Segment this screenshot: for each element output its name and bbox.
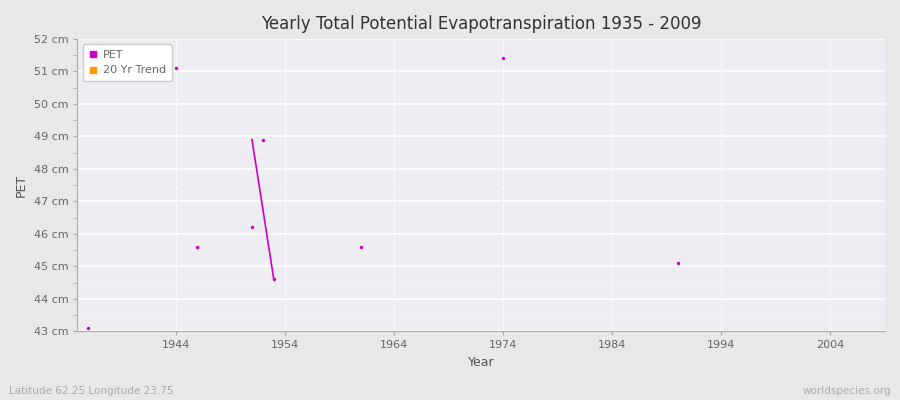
Point: [190, 244, 204, 250]
Point: [168, 65, 183, 71]
Text: worldspecies.org: worldspecies.org: [803, 386, 891, 396]
Title: Yearly Total Potential Evapotranspiration 1935 - 2009: Yearly Total Potential Evapotranspiratio…: [261, 15, 701, 33]
Legend: PET, 20 Yr Trend: PET, 20 Yr Trend: [83, 44, 172, 81]
Point: [266, 276, 281, 282]
Point: [354, 244, 368, 250]
Point: [81, 325, 95, 331]
Point: [245, 224, 259, 230]
Y-axis label: PET: PET: [15, 174, 28, 197]
Point: [496, 55, 510, 62]
Point: [256, 136, 270, 143]
X-axis label: Year: Year: [468, 356, 494, 369]
Text: Latitude 62.25 Longitude 23.75: Latitude 62.25 Longitude 23.75: [9, 386, 174, 396]
Point: [670, 260, 685, 266]
